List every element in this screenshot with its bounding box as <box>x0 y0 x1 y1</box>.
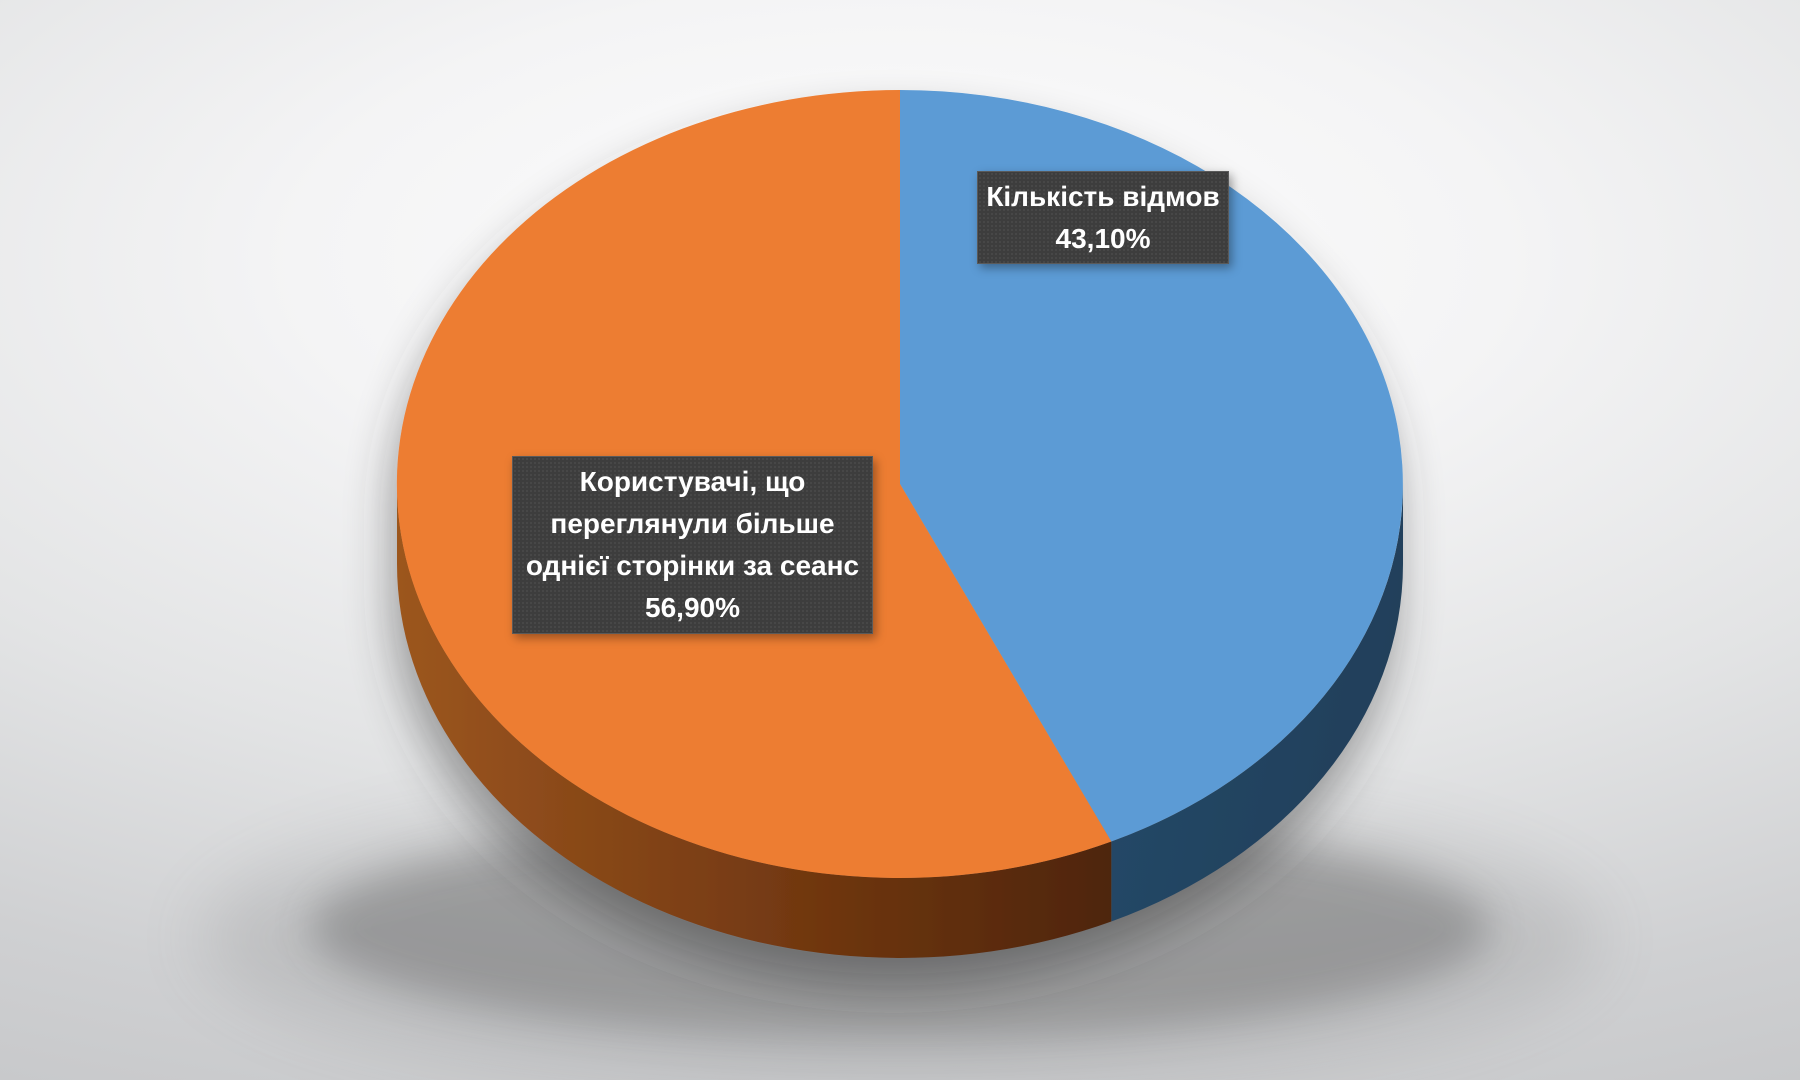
data-label-percent: 56,90% <box>645 592 740 623</box>
slice-bounce-top <box>900 90 1403 842</box>
data-label-category: Користувачі, що <box>579 466 806 497</box>
data-label-category: однієї сторінки за сеанс <box>525 550 860 581</box>
data-label-percent: 43,10% <box>1055 222 1151 254</box>
slice-engaged-side-wall <box>397 484 1112 958</box>
data-label-bounce: Кількість відмов 43,10% <box>977 171 1229 264</box>
slice-bounce-side-wall <box>1111 484 1403 922</box>
data-label-engaged: Користувачі, що переглянули більше одніє… <box>512 456 873 634</box>
data-label-category: Кількість відмов <box>986 180 1220 212</box>
data-label-category: переглянули більше <box>550 508 835 539</box>
